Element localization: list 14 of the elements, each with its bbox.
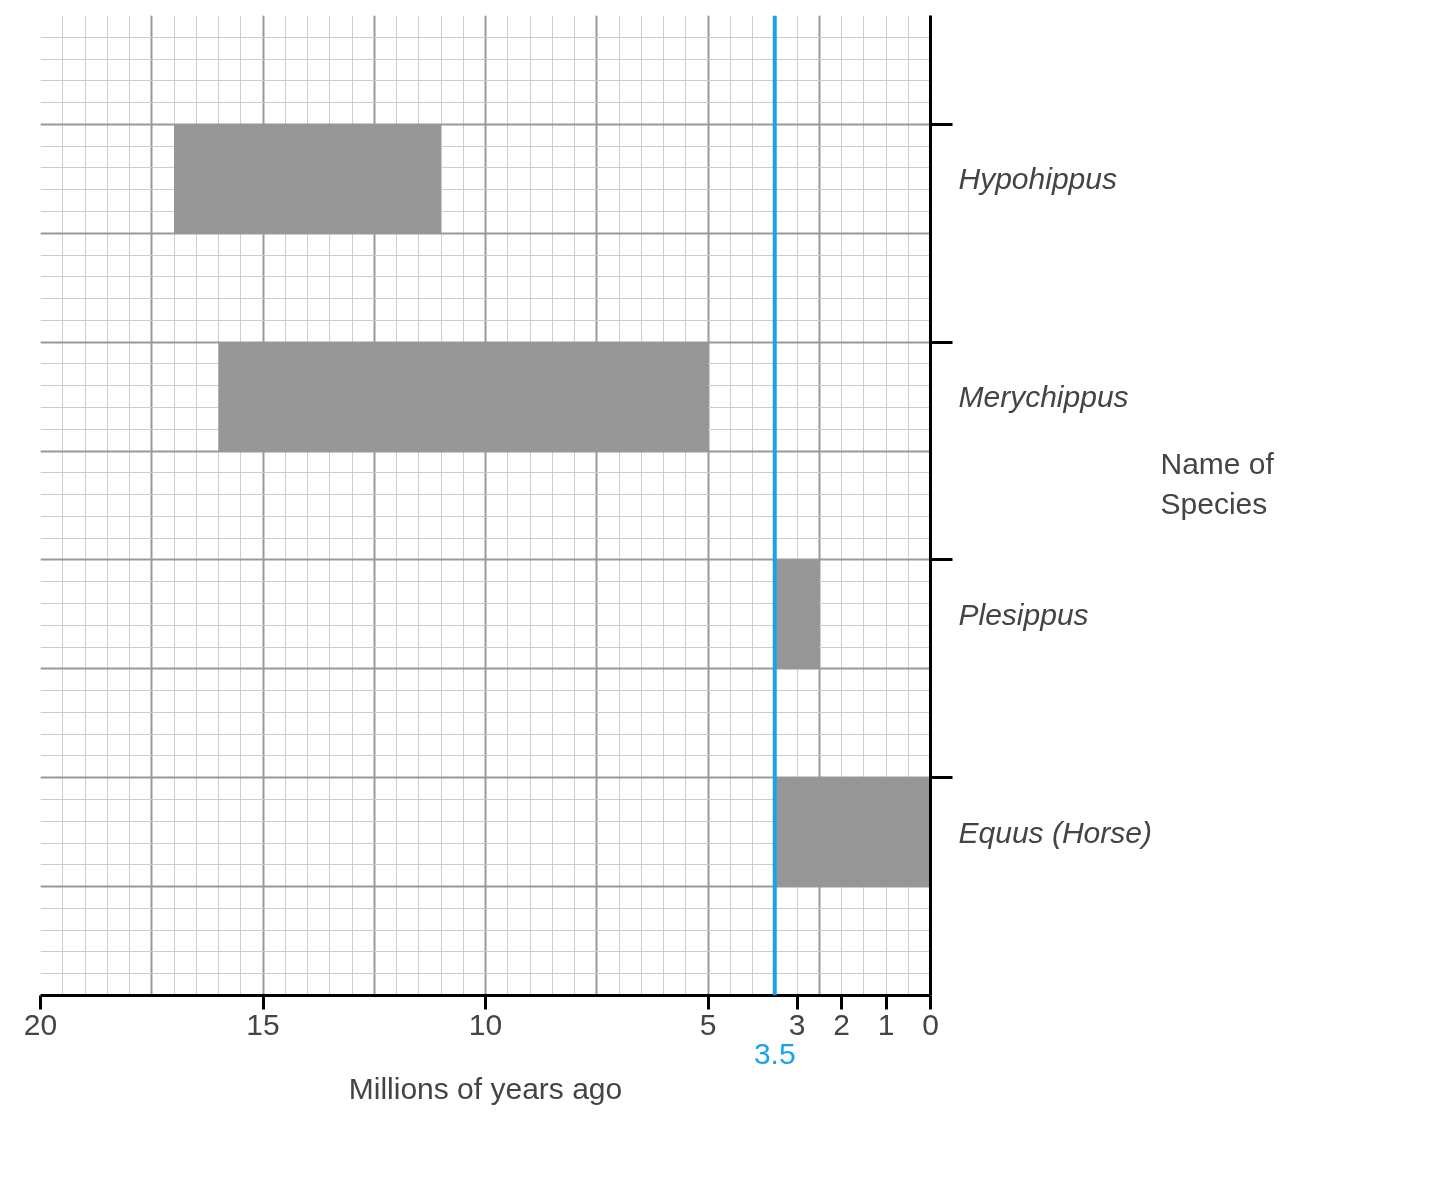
y-tick-label: Plesippus — [958, 597, 1089, 631]
y-tick-label: Hypohippus — [958, 162, 1117, 196]
x-tick-label: 15 — [246, 1007, 280, 1041]
x-tick-label: 0 — [922, 1007, 939, 1041]
y-tick-label: Merychippus — [958, 380, 1129, 414]
x-tick-label: 20 — [23, 1007, 58, 1041]
x-axis-title: Millions of years ago — [348, 1071, 623, 1105]
x-tick-label: 1 — [877, 1007, 895, 1041]
x-tick-label: 5 — [699, 1007, 717, 1041]
y-axis-title: Name of Species — [1160, 447, 1275, 521]
bar — [218, 342, 708, 452]
x-tick-label: 2 — [833, 1007, 850, 1041]
x-tick-label: 10 — [468, 1007, 503, 1041]
y-tick-label: Equus (Horse) — [958, 815, 1152, 849]
